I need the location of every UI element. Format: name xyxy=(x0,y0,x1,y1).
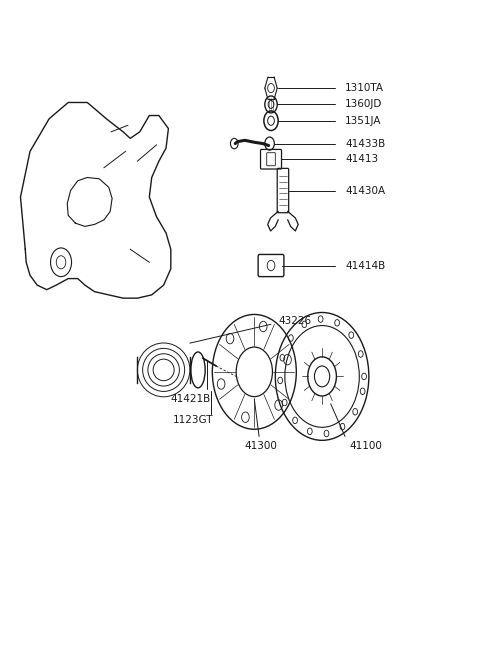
Text: 41300: 41300 xyxy=(245,441,277,451)
Text: 1351JA: 1351JA xyxy=(345,116,382,126)
Text: 41430A: 41430A xyxy=(345,185,385,196)
Text: 43226: 43226 xyxy=(278,316,312,326)
Text: 41100: 41100 xyxy=(350,441,383,451)
Text: 41414B: 41414B xyxy=(345,261,385,271)
Text: 1360JD: 1360JD xyxy=(345,100,383,109)
Text: 41433B: 41433B xyxy=(345,139,385,149)
Text: 1310TA: 1310TA xyxy=(345,83,384,93)
Text: 1123GT: 1123GT xyxy=(173,415,214,425)
Text: 41413: 41413 xyxy=(345,154,378,164)
Text: 41421B: 41421B xyxy=(171,394,211,404)
